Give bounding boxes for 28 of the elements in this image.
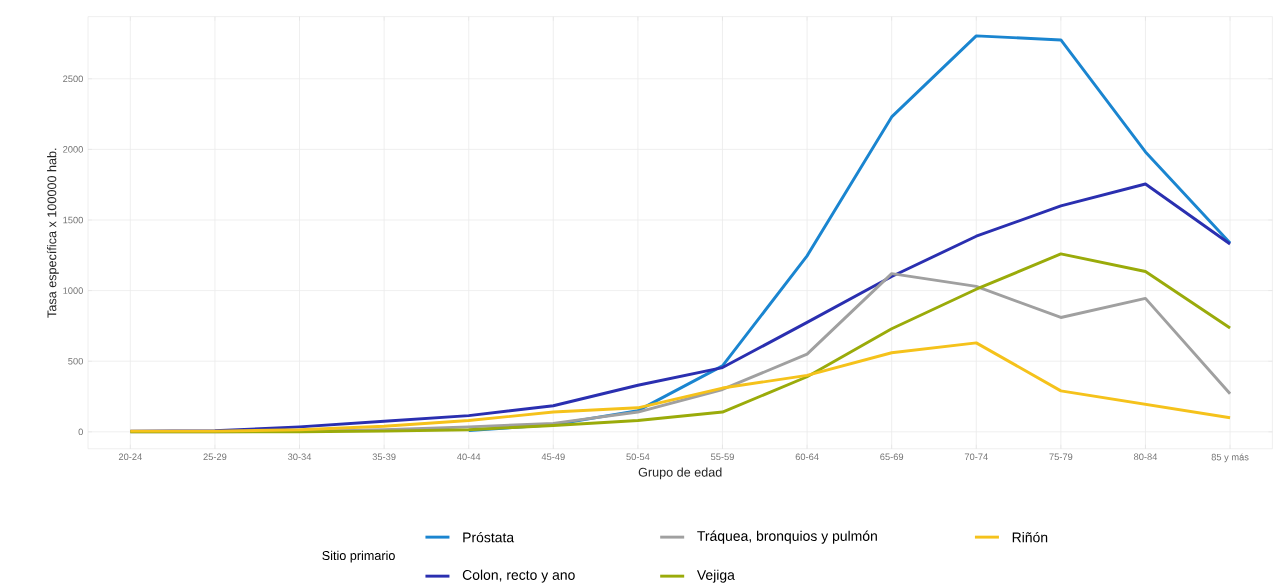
legend-label: Tráquea, bronquios y pulmón — [697, 530, 877, 544]
y-tick-label: 2000 — [63, 146, 83, 153]
y-tick-label: 2500 — [63, 75, 83, 83]
x-tick-label: 60-64 — [795, 453, 819, 461]
x-tick-label: 25-29 — [203, 453, 227, 461]
y-tick-label: 0 — [78, 428, 83, 436]
y-tick-label: 1500 — [63, 216, 83, 224]
x-tick-label: 70-74 — [964, 453, 988, 461]
x-axis-title: Grupo de edad — [638, 467, 722, 480]
x-tick-label: 20-24 — [118, 453, 142, 461]
x-tick-label: 45-49 — [541, 453, 565, 461]
y-tick-label: 500 — [68, 357, 83, 365]
x-tick-label: 40-44 — [457, 453, 481, 461]
x-tick-label: 35-39 — [372, 453, 396, 461]
legend-label: Próstata — [463, 531, 515, 543]
x-tick-label: 65-69 — [880, 453, 904, 461]
legend-title: Sitio primario — [322, 550, 395, 563]
x-tick-label: 80-84 — [1133, 453, 1158, 461]
x-tick-label: 50-54 — [626, 453, 650, 461]
x-tick-label: 30-34 — [287, 453, 312, 461]
legend-label: Vejiga — [696, 569, 735, 583]
x-tick-label: 85 y más — [1211, 453, 1249, 463]
legend-label: Riñón — [1012, 531, 1048, 543]
legend-label: Colon, recto y ano — [462, 569, 575, 583]
x-tick-label: 75-79 — [1049, 453, 1073, 461]
y-axis-title: Tasa específica x 100000 hab. — [46, 148, 59, 318]
y-tick-label: 1000 — [63, 287, 83, 294]
x-tick-label: 55-59 — [710, 453, 734, 461]
